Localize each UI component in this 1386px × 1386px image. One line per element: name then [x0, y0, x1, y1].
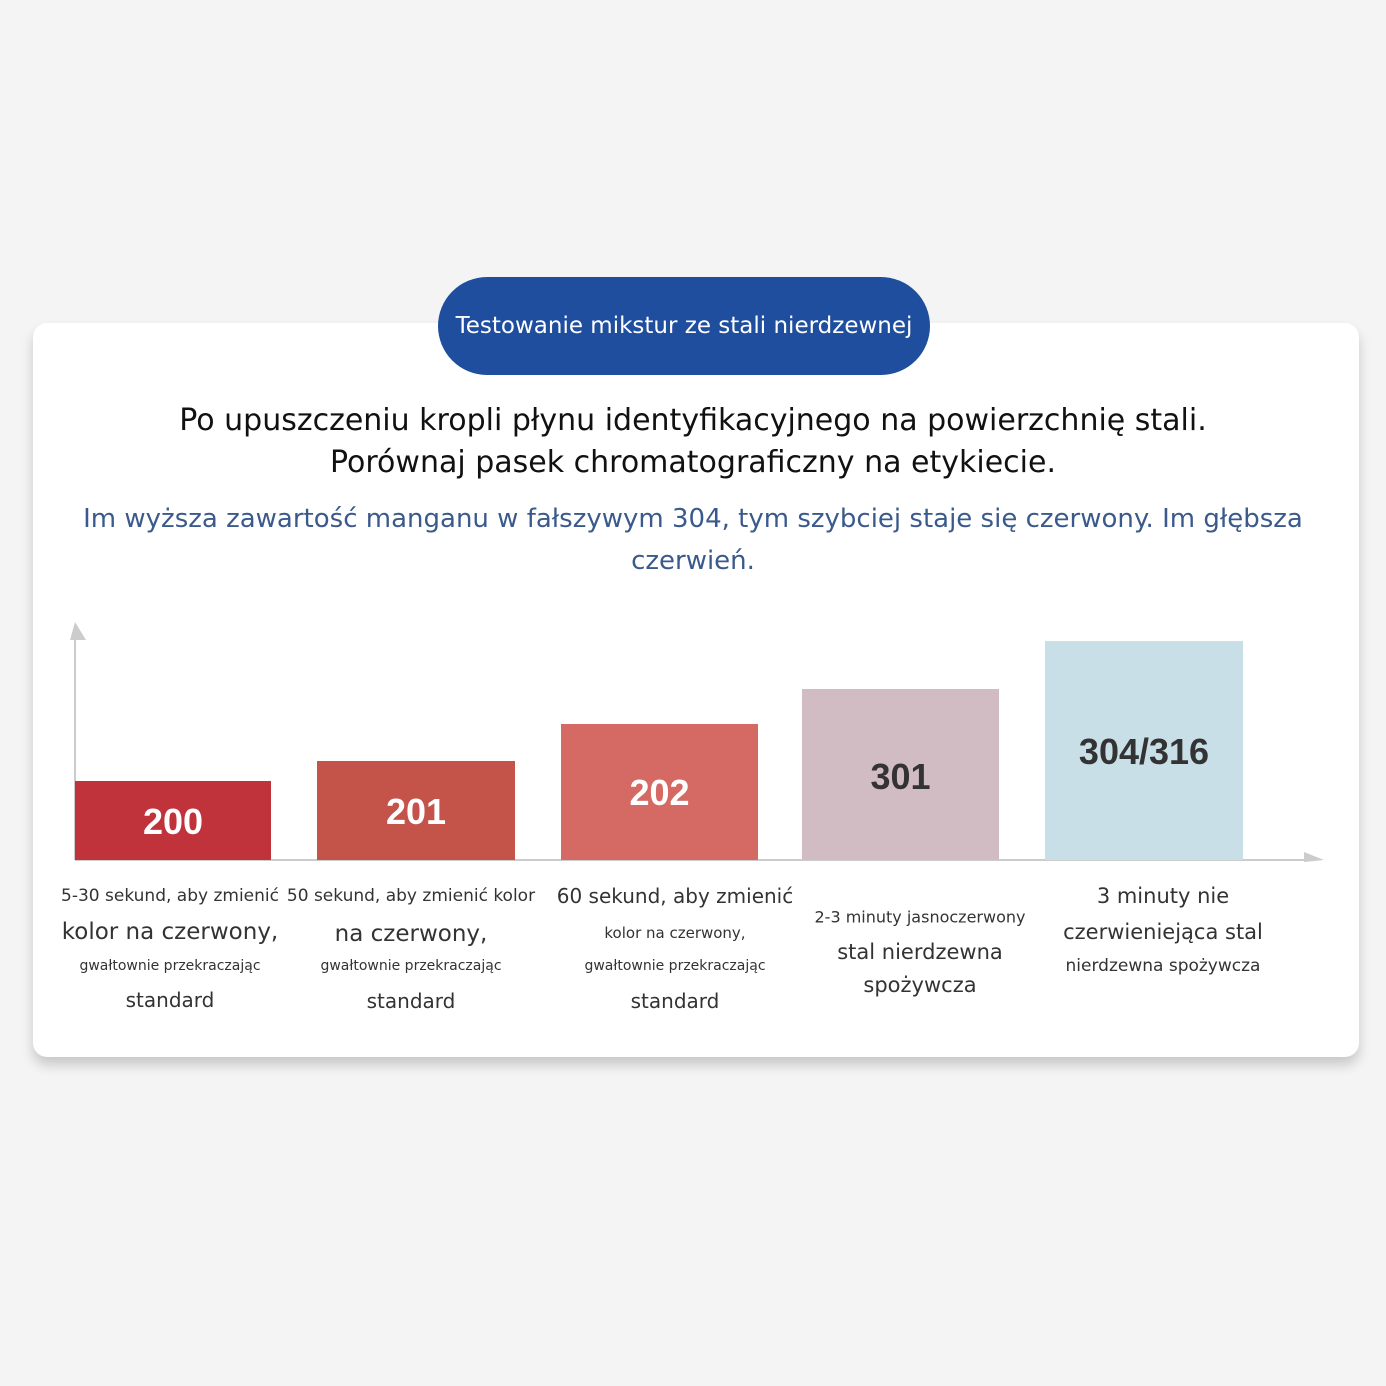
bar: 202 [561, 724, 758, 860]
subtitle: Im wyższa zawartość manganu w fałszywym … [83, 504, 1303, 576]
title-line: Porównaj pasek chromatograficzny na etyk… [330, 445, 1056, 480]
caption-line: 5-30 sekund, aby zmienić [61, 886, 279, 906]
caption-line: standard [630, 989, 720, 1013]
title-line: Po upuszczeniu kropli płynu identyfikacy… [179, 403, 1207, 438]
caption-line: gwałtownie przekraczając [584, 958, 766, 974]
caption-line: gwałtownie przekraczając [320, 958, 502, 974]
bar: 200 [75, 781, 271, 860]
caption-line: kolor na czerwony, [604, 924, 746, 942]
caption-line: stal nierdzewna [837, 940, 1003, 964]
caption-line: na czerwony, [334, 921, 488, 947]
axis-arrow [70, 622, 86, 640]
caption-line: 60 sekund, aby zmienić [556, 884, 794, 908]
caption-line: 2-3 minuty jasnoczerwony [814, 907, 1026, 927]
axis-arrow [1304, 852, 1324, 862]
caption-line: spożywcza [863, 973, 977, 997]
bar: 304/316 [1045, 641, 1243, 860]
caption-line: 50 sekund, aby zmienić kolor [286, 886, 536, 906]
caption-line: 3 minuty nie [1096, 884, 1230, 908]
caption-line: standard [366, 989, 456, 1013]
bar: 201 [317, 761, 515, 860]
caption-line: nierdzewna spożywcza [1065, 956, 1261, 976]
caption-line: czerwieniejąca stal [1063, 920, 1263, 944]
badge: Testowanie mikstur ze stali nierdzewnej [438, 277, 930, 375]
caption-line: standard [125, 988, 215, 1012]
caption-line: kolor na czerwony, [61, 919, 279, 945]
bar: 301 [802, 689, 999, 860]
caption-line: gwałtownie przekraczając [79, 958, 261, 974]
